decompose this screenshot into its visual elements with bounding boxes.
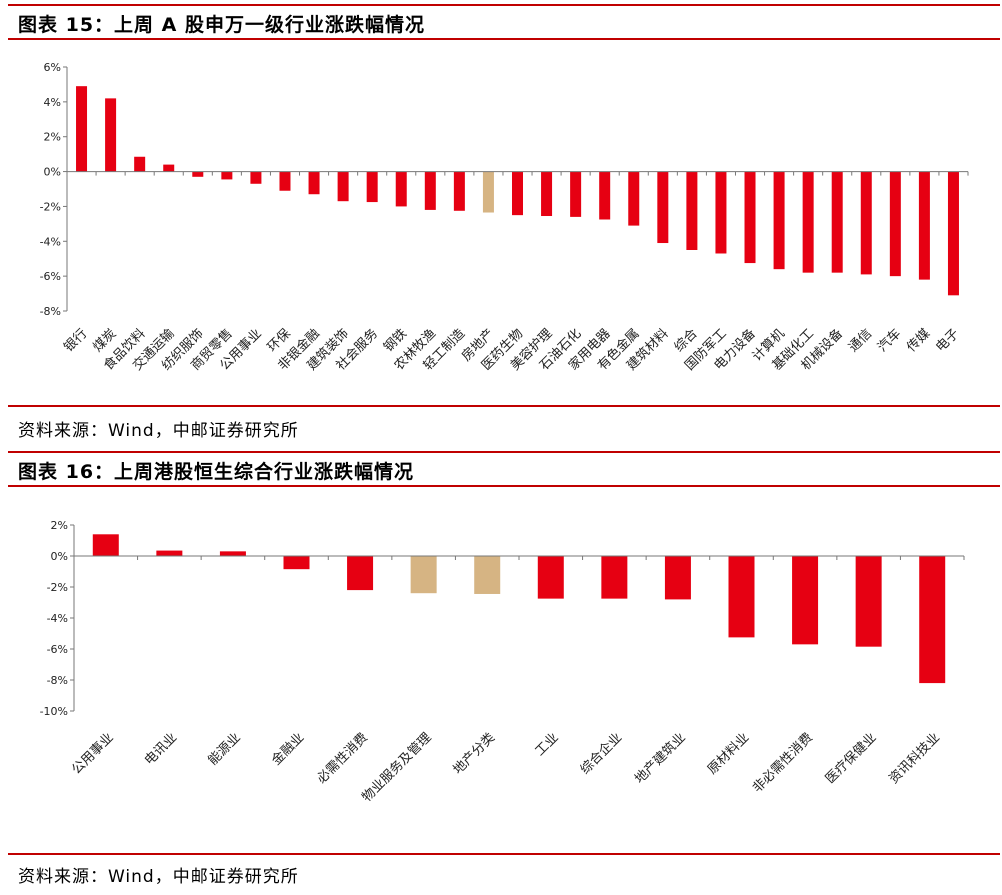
bar-综合 <box>686 171 698 250</box>
bar-食品饮料 <box>134 156 146 172</box>
bar-资讯科技业 <box>919 556 946 684</box>
bar-公用事业 <box>250 171 262 184</box>
y-tick-label: -2% <box>40 200 61 213</box>
bar-有色金属 <box>628 171 640 226</box>
x-tick-label: 金融业 <box>268 730 307 769</box>
figure-16-title: 图表 16：上周港股恒生综合行业涨跌幅情况 <box>18 461 415 483</box>
title-rule-bottom <box>8 485 1000 487</box>
y-tick-label: -8% <box>40 305 61 318</box>
y-tick-label: -2% <box>47 581 68 594</box>
y-tick-label: 2% <box>51 519 68 532</box>
x-tick-label: 公用事业 <box>69 730 116 777</box>
bar-通信 <box>860 171 872 275</box>
bar-汽车 <box>889 171 901 277</box>
bar-地产建筑业 <box>664 556 691 600</box>
bar-机械设备 <box>831 171 843 273</box>
bar-农林牧渔 <box>424 171 436 210</box>
bar-社会服务 <box>366 171 378 203</box>
title-rule-top <box>8 451 1000 453</box>
bar-金融业 <box>283 556 310 570</box>
source-rule <box>8 405 1000 407</box>
x-tick-label: 地产分类 <box>451 730 498 777</box>
y-tick-label: 0% <box>51 550 68 563</box>
bar-医药生物 <box>512 171 523 216</box>
bar-建筑装饰 <box>337 171 349 202</box>
bar-房地产 <box>482 171 494 213</box>
bar-物业服务及管理 <box>410 556 437 594</box>
bar-电子 <box>947 171 959 296</box>
bar-原材料业 <box>728 556 755 638</box>
bar-煤炭 <box>105 98 117 172</box>
x-tick-label: 资讯科技业 <box>886 730 943 787</box>
chart-a-share-industries: 6%4%2%0%-2%-4%-6%-8%银行 煤炭食品饮料交通运输纺织服饰商贸零售… <box>40 61 969 374</box>
bar-基础化工 <box>802 171 814 273</box>
bar-国防军工 <box>715 171 727 254</box>
bar-商贸零售 <box>221 171 233 180</box>
x-tick-label: 电讯业 <box>142 730 180 768</box>
y-tick-label: 0% <box>44 166 61 179</box>
y-tick-label: -6% <box>47 643 68 656</box>
bar-轻工制造 <box>453 171 465 211</box>
figure-15-source: 资料来源：Wind，中邮证券研究所 <box>18 421 299 441</box>
y-tick-label: 6% <box>44 61 61 74</box>
x-tick-label: 工业 <box>533 730 562 759</box>
bar-银行 <box>76 86 88 172</box>
bar-工业 <box>537 556 564 599</box>
bar-钢铁 <box>395 171 407 207</box>
bar-非必需性消费 <box>792 556 819 645</box>
bar-电讯业 <box>156 550 183 556</box>
bar-交通运输 <box>163 164 175 172</box>
bar-非银金融 <box>308 171 320 195</box>
bar-地产分类 <box>474 556 501 594</box>
y-tick-label: -10% <box>40 705 68 718</box>
x-tick-label: 原材料业 <box>705 730 752 777</box>
bar-美容护理 <box>541 171 553 217</box>
y-tick-label: 2% <box>44 131 61 144</box>
bar-传媒 <box>918 171 930 280</box>
bar-纺织服饰 <box>192 171 204 177</box>
figure-15-title: 图表 15：上周 A 股申万一级行业涨跌幅情况 <box>18 14 425 36</box>
source-rule <box>8 853 1000 855</box>
x-tick-label: 医疗保健业 <box>823 730 880 787</box>
y-tick-label: 4% <box>44 96 61 109</box>
bar-石油石化 <box>570 171 582 217</box>
x-tick-label: 地产建筑业 <box>631 730 688 787</box>
title-rule-bottom <box>8 38 1000 40</box>
bar-综合企业 <box>601 556 628 599</box>
bar-公用事业 <box>92 534 119 556</box>
bar-能源业 <box>219 551 246 556</box>
x-tick-label: 非必需性消费 <box>750 730 816 796</box>
bar-必需性消费 <box>347 556 374 591</box>
title-rule-top <box>8 4 1000 6</box>
x-tick-label: 综合企业 <box>577 730 625 778</box>
bar-建筑材料 <box>657 171 669 244</box>
x-tick-label: 必需性消费 <box>314 730 371 787</box>
chart-hk-hang-seng-industries: 2%0%-2%-4%-6%-8%-10%公用事业 电讯业 能源业 金融业 必需性消费物业… <box>40 519 965 805</box>
y-tick-label: -4% <box>47 612 68 625</box>
bar-环保 <box>279 171 291 191</box>
y-tick-label: -4% <box>40 235 61 248</box>
x-tick-label: 能源业 <box>206 730 244 768</box>
figure-16-source: 资料来源：Wind，中邮证券研究所 <box>18 867 299 887</box>
bar-医疗保健业 <box>855 556 882 647</box>
bar-家用电器 <box>599 171 611 220</box>
y-tick-label: -6% <box>40 270 61 283</box>
bar-电力设备 <box>744 171 756 264</box>
y-tick-label: -8% <box>47 674 68 687</box>
bar-计算机 <box>773 171 785 270</box>
